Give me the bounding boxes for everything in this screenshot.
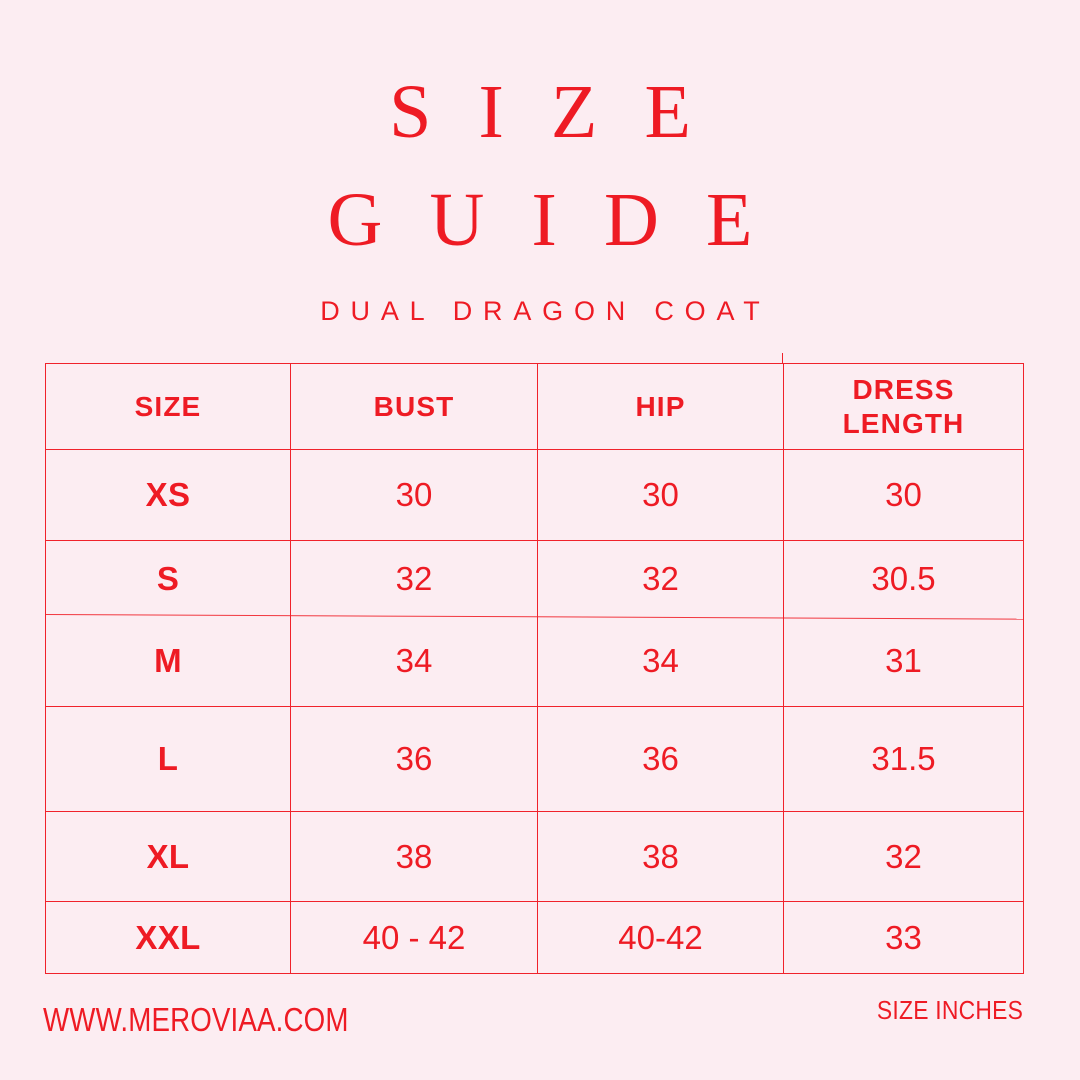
hip-value-l: 36 [537,706,784,812]
hip-value-m: 34 [537,616,784,707]
bust-value-xl: 38 [290,811,538,902]
size-label-xxl: XXL [45,901,291,974]
size-row-xs: XS 30 30 30 [45,449,1024,541]
column-header-size: SIZE [45,363,291,450]
product-name-subtitle: DUAL DRAGON COAT [320,296,771,326]
size-row-xxl: XXL 40 - 42 40-42 33 [45,901,1024,974]
hip-value-xxl: 40-42 [537,901,784,974]
column-header-bust: BUST [290,363,538,450]
bust-value-m: 34 [290,616,538,707]
bust-value-s: 32 [290,540,538,617]
website-text: WWW.MEROVIAA.COM [43,1001,349,1038]
dress-length-value-xs: 30 [783,449,1024,541]
dress-length-value-s: 30.5 [783,540,1024,617]
bust-value-xxl: 40 - 42 [290,901,538,974]
size-table: SIZE BUST HIP DRESS LENGTH XS 30 30 30 S… [44,353,1024,974]
size-label-xs: XS [45,449,291,541]
column-header-hip: HIP [537,363,784,450]
size-row-l: L 36 36 31.5 [45,706,1024,812]
hip-value-xs: 30 [537,449,784,541]
hip-value-xl: 38 [537,811,784,902]
hip-value-s: 32 [537,540,784,617]
page-title-line-2: GUIDE [327,178,800,262]
size-label-l: L [45,706,291,812]
size-row-s: S 32 32 30.5 [45,540,1024,617]
bust-value-l: 36 [290,706,538,812]
page-title-line-1: SIZE [389,70,738,154]
size-label-m: M [45,616,291,707]
table-header-row: SIZE BUST HIP DRESS LENGTH [45,363,1024,450]
dress-length-value-m: 31 [783,616,1024,707]
dress-length-value-l: 31.5 [783,706,1024,812]
units-note: SIZE INCHES [876,995,1023,1025]
size-row-xl: XL 38 38 32 [45,811,1024,902]
size-row-m: M 34 34 31 [45,616,1024,707]
size-label-xl: XL [45,811,291,902]
dress-length-value-xl: 32 [783,811,1024,902]
column-header-dress-length: DRESS LENGTH [783,363,1024,450]
table-stray-line-artifact [782,353,783,364]
bust-value-xs: 30 [290,449,538,541]
title-block: SIZE GUIDE DUAL DRAGON COAT [0,58,1080,327]
dress-length-value-xxl: 33 [783,901,1024,974]
size-label-s: S [45,540,291,617]
footer: WWW.MEROVIAA.COM SIZE INCHES [43,995,1023,1039]
